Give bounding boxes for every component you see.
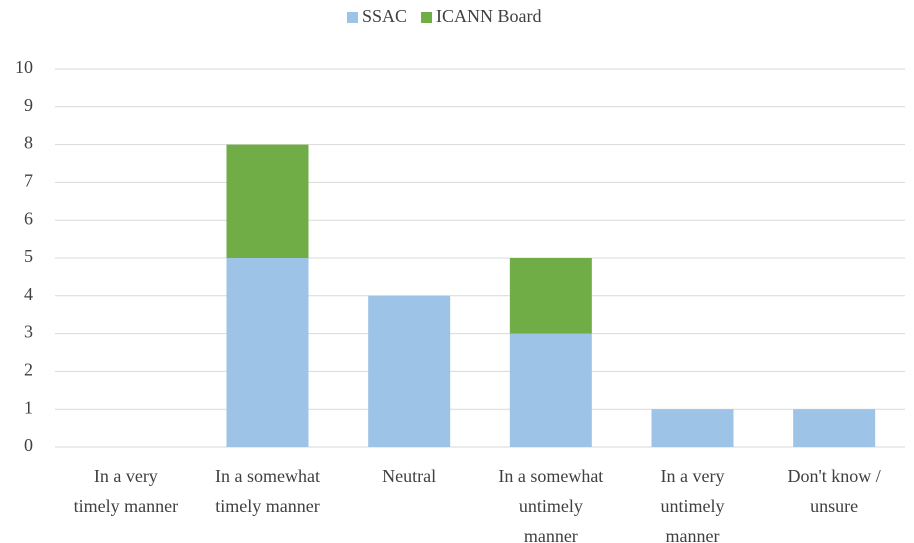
x-tick-label: Neutral <box>382 466 437 486</box>
bar <box>226 258 309 447</box>
bar <box>368 295 451 447</box>
x-tick-label: In a somewhat untimely manner <box>498 466 604 543</box>
legend-swatch <box>347 12 358 23</box>
y-tick-label: 10 <box>15 57 33 77</box>
bar <box>509 258 592 334</box>
x-tick-label: In a somewhat timely manner <box>215 466 320 516</box>
y-tick-label: 0 <box>24 435 33 455</box>
y-tick-label: 2 <box>24 360 33 380</box>
y-tick-label: 5 <box>24 246 33 266</box>
x-tick-label: Don't know / unsure <box>787 466 881 516</box>
legend-swatch <box>421 12 433 23</box>
bar <box>651 409 734 447</box>
y-tick-label: 9 <box>24 95 33 115</box>
bar <box>226 144 309 258</box>
bar <box>509 333 592 447</box>
y-tick-label: 1 <box>24 397 33 417</box>
y-tick-label: 6 <box>24 208 33 228</box>
y-tick-label: 4 <box>24 284 33 304</box>
bar <box>793 409 876 447</box>
x-tick-label: In a very untimely manner <box>660 466 725 543</box>
y-tick-label: 3 <box>24 322 33 342</box>
legend-label: ICANN Board <box>436 6 542 26</box>
legend-label: SSAC <box>362 6 407 26</box>
x-tick-label: In a very timely manner <box>73 466 179 516</box>
y-tick-label: 7 <box>24 171 33 191</box>
y-tick-label: 8 <box>24 133 33 153</box>
